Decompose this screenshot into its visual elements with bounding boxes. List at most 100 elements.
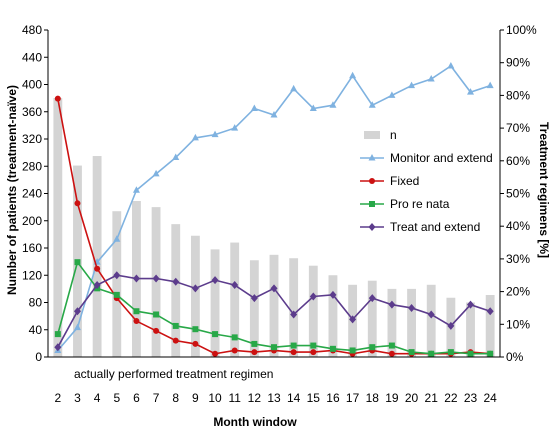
data-point <box>427 310 435 319</box>
data-point <box>271 344 277 351</box>
data-point <box>309 292 317 301</box>
data-point <box>93 281 101 290</box>
bar <box>308 265 318 357</box>
data-point <box>152 169 160 177</box>
data-point <box>290 84 298 92</box>
data-point <box>133 318 140 325</box>
data-point <box>408 303 416 312</box>
x-tick-label: 14 <box>287 391 301 405</box>
data-point <box>329 101 337 108</box>
y-axis-title-right: Treatment regimens [%] <box>537 122 550 258</box>
legend-label: Monitor and extend <box>390 151 493 165</box>
data-point <box>192 326 199 333</box>
data-point <box>369 201 375 207</box>
data-point <box>329 345 336 352</box>
x-tick-label: 11 <box>228 391 241 405</box>
x-tick-label: 13 <box>267 391 281 405</box>
bar <box>466 302 475 357</box>
x-tick-label: 10 <box>208 391 222 405</box>
data-point <box>231 124 239 131</box>
annotation-text: actually performed treatment regimen <box>74 367 273 381</box>
bar <box>485 295 495 357</box>
legend-label: Treat and extend <box>390 220 480 234</box>
x-tick-label: 4 <box>94 391 101 405</box>
x-axis-title: Month window <box>213 415 297 429</box>
data-point <box>349 315 357 324</box>
data-point <box>211 276 219 285</box>
data-point <box>369 344 376 351</box>
data-point <box>133 308 140 315</box>
legend: n Monitor and extend Fixed Pro re nata Treat… <box>360 128 493 234</box>
data-point <box>231 334 238 341</box>
bar <box>190 235 200 357</box>
data-point <box>388 342 395 349</box>
y-tick-label-right: 30% <box>506 252 530 266</box>
y-tick-label-left: 240 <box>22 187 42 201</box>
y-tick-label-left: 80 <box>29 296 43 310</box>
x-tick-label: 22 <box>444 391 458 405</box>
y-tick-label-left: 160 <box>22 241 42 255</box>
y-tick-label-left: 40 <box>29 323 43 337</box>
data-point <box>310 342 317 349</box>
y-tick-label-right: 10% <box>506 317 530 331</box>
bar <box>230 242 240 357</box>
y-tick-label-right: 80% <box>506 88 530 102</box>
data-point <box>113 271 121 280</box>
data-point <box>251 340 258 347</box>
bar <box>367 280 377 357</box>
data-point <box>231 281 239 290</box>
data-point <box>388 350 395 357</box>
x-tick-label: 5 <box>113 391 120 405</box>
data-point <box>211 130 219 138</box>
y-tick-label-right: 20% <box>506 285 530 299</box>
legend-item: Treat and extend <box>360 220 480 234</box>
data-point <box>408 81 416 89</box>
y-tick-label-left: 280 <box>22 159 42 173</box>
bar <box>112 211 122 357</box>
x-tick-label: 16 <box>326 391 340 405</box>
data-point <box>191 133 199 141</box>
bar <box>249 260 259 357</box>
data-point <box>113 235 121 242</box>
data-point <box>447 349 454 356</box>
data-point <box>113 291 120 298</box>
data-point <box>467 350 474 357</box>
line-series <box>54 61 494 357</box>
x-tick-label: 19 <box>385 391 399 405</box>
y-tick-label-right: 90% <box>506 56 530 70</box>
y-tick-label-left: 360 <box>22 105 42 119</box>
data-point <box>73 307 81 316</box>
data-point <box>487 350 494 357</box>
x-tick-label: 20 <box>405 391 419 405</box>
y-tick-label-right: 40% <box>506 219 530 233</box>
data-point <box>172 322 179 329</box>
bar <box>171 224 181 357</box>
data-point <box>447 61 455 69</box>
legend-label: n <box>390 128 397 142</box>
data-point <box>447 321 455 330</box>
y-tick-label-right: 70% <box>506 121 530 135</box>
bar <box>269 254 279 357</box>
data-point <box>310 349 317 356</box>
data-point <box>349 71 357 79</box>
y-tick-label-left: 440 <box>22 50 42 64</box>
legend-item: n <box>364 128 397 142</box>
data-point <box>270 284 278 293</box>
data-point <box>54 331 61 338</box>
x-tick-label: 7 <box>153 391 160 405</box>
data-point <box>369 178 375 184</box>
y-tick-label-right: 0% <box>506 350 524 364</box>
data-point <box>250 294 258 303</box>
axes: 040801201602002402803203604004404800%10%… <box>22 23 537 405</box>
x-tick-label: 17 <box>346 391 360 405</box>
data-point <box>388 91 396 98</box>
legend-item: Monitor and extend <box>360 151 493 165</box>
data-point <box>329 290 337 299</box>
data-point <box>428 350 435 357</box>
legend-item: Fixed <box>360 174 419 188</box>
y-tick-label-left: 400 <box>22 78 42 92</box>
y-tick-label-left: 120 <box>22 268 42 282</box>
bar <box>426 284 436 357</box>
y-tick-label-left: 480 <box>22 23 42 37</box>
bar <box>210 249 220 357</box>
